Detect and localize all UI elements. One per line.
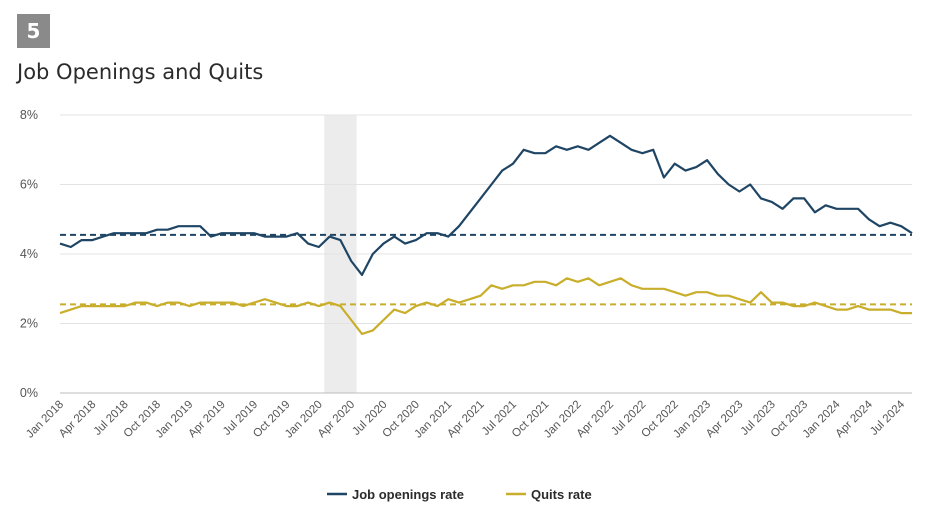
y-tick-label: 0% (20, 386, 38, 400)
x-tick-label: Jul 2024 (868, 398, 908, 438)
y-tick-label: 2% (20, 317, 38, 331)
chart-title: Job Openings and Quits (17, 60, 264, 84)
quits-rate-line (59, 277, 912, 335)
y-tick-label: 4% (20, 247, 38, 261)
figure-number-badge: 5 (17, 14, 50, 48)
y-tick-label: 6% (20, 178, 38, 192)
job-openings-rate-line (59, 134, 913, 276)
legend-label-job-openings: Job openings rate (352, 487, 464, 502)
y-tick-label: 8% (20, 108, 38, 122)
legend-label-quits: Quits rate (531, 487, 592, 502)
legend: Job openings rate Quits rate (327, 487, 592, 502)
